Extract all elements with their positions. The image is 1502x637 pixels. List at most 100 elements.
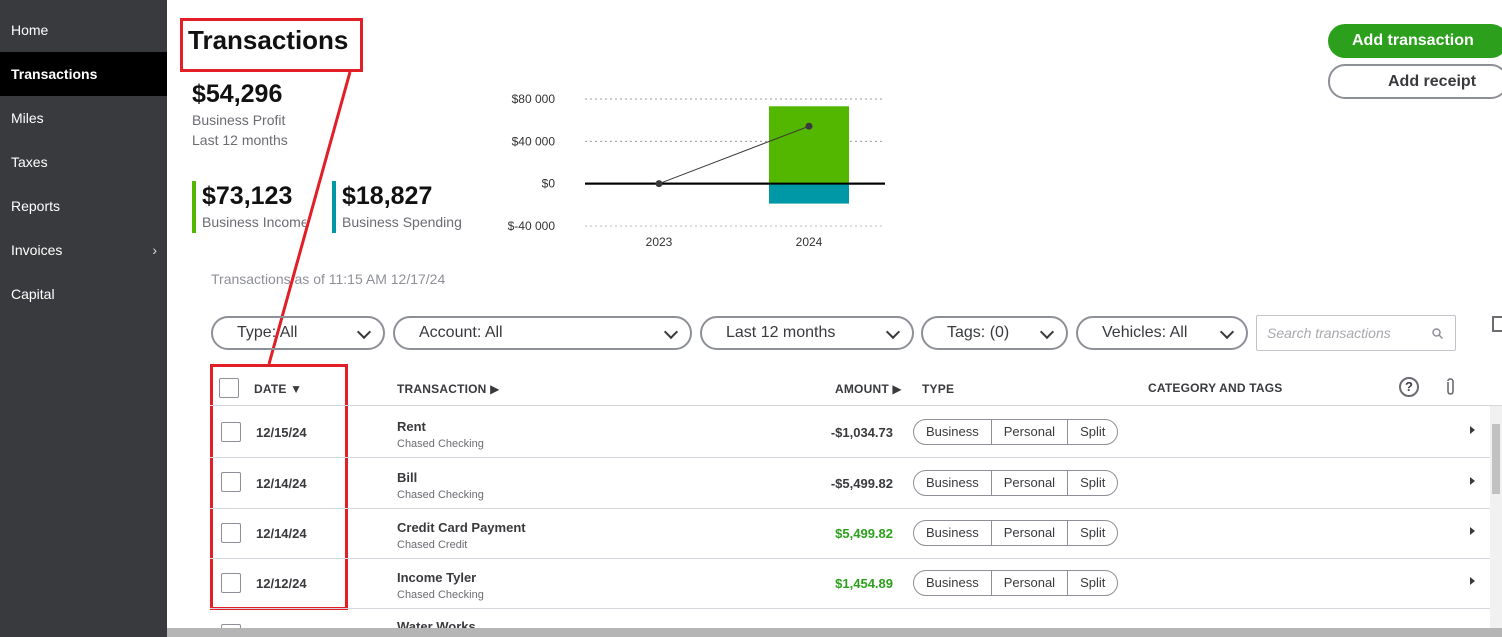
chevron-down-icon <box>885 324 901 340</box>
amount-header-label: AMOUNT <box>835 382 889 396</box>
profit-trend-line <box>658 125 810 185</box>
x-tick-label: 2024 <box>796 235 823 249</box>
row-amount: -$5,499.82 <box>830 476 893 491</box>
type-selector[interactable]: Business Personal Split <box>913 570 1119 596</box>
type-selector[interactable]: Business Personal Split <box>913 470 1119 496</box>
vehicles-filter[interactable]: Vehicles: All <box>1076 316 1248 350</box>
sidebar-item-label: Miles <box>11 110 44 126</box>
type-personal-option[interactable]: Personal <box>992 420 1069 444</box>
type-personal-option[interactable]: Personal <box>992 571 1069 595</box>
table-row[interactable]: 12/14/24 Credit Card Payment Chased Cred… <box>210 508 1502 559</box>
type-business-option[interactable]: Business <box>914 471 992 495</box>
type-personal-option[interactable]: Personal <box>992 471 1069 495</box>
period-filter[interactable]: Last 12 months <box>700 316 914 350</box>
sort-desc-icon: ▼ <box>290 382 303 396</box>
transaction-column-header[interactable]: TRANSACTION ▶ <box>397 382 500 396</box>
type-filter-label: Type: All <box>237 324 298 341</box>
profit-value: $54,296 <box>192 80 283 108</box>
sidebar-item-capital[interactable]: Capital <box>0 272 167 316</box>
row-checkbox[interactable] <box>221 573 241 593</box>
type-split-option[interactable]: Split <box>1080 575 1106 590</box>
row-checkbox[interactable] <box>221 472 241 492</box>
row-expand-icon[interactable] <box>1470 426 1475 434</box>
export-icon[interactable] <box>1492 316 1502 332</box>
row-checkbox[interactable] <box>221 422 241 442</box>
search-placeholder: Search transactions <box>1267 325 1391 341</box>
spending-indicator <box>332 181 336 233</box>
row-expand-icon[interactable] <box>1470 577 1475 585</box>
tags-filter[interactable]: Tags: (0) <box>921 316 1068 350</box>
sidebar-item-transactions[interactable]: Transactions <box>0 52 167 96</box>
table-row[interactable]: Water Works <box>210 609 1502 628</box>
row-account: Chased Checking <box>397 589 484 601</box>
sidebar-item-taxes[interactable]: Taxes <box>0 140 167 184</box>
sidebar-item-reports[interactable]: Reports <box>0 184 167 228</box>
select-all-checkbox[interactable] <box>219 378 239 398</box>
y-tick-label: $40 000 <box>512 134 556 148</box>
attachment-icon[interactable] <box>1444 378 1456 396</box>
sidebar-item-label: Invoices <box>11 242 63 258</box>
income-value: $73,123 <box>202 182 293 210</box>
row-amount: -$1,034.73 <box>830 425 893 440</box>
type-split-option[interactable]: Split <box>1080 475 1106 490</box>
spending-label: Business Spending <box>342 214 462 230</box>
type-split-option[interactable]: Split <box>1080 424 1106 439</box>
type-personal-option[interactable]: Personal <box>992 521 1069 545</box>
income-label: Business Income <box>202 214 306 230</box>
row-checkbox[interactable] <box>221 523 241 543</box>
sidebar-item-invoices[interactable]: Invoices › <box>0 228 167 272</box>
row-date: 12/15/24 <box>256 425 307 440</box>
type-selector[interactable]: Business Personal Split <box>913 520 1119 546</box>
row-amount: $5,499.82 <box>835 526 893 541</box>
chevron-down-icon <box>1219 324 1235 340</box>
row-transaction-name: Rent <box>397 419 426 434</box>
tags-filter-label: Tags: (0) <box>947 324 1010 341</box>
add-transaction-button[interactable]: Add transaction <box>1328 24 1502 58</box>
sidebar: Home Transactions Miles Taxes Reports In… <box>0 0 167 637</box>
type-split-option[interactable]: Split <box>1080 525 1106 540</box>
row-transaction-name: Bill <box>397 470 418 485</box>
sidebar-item-label: Home <box>11 22 49 38</box>
sidebar-item-miles[interactable]: Miles <box>0 96 167 140</box>
scrollbar-thumb[interactable] <box>1492 424 1500 494</box>
row-account: Chased Checking <box>397 438 484 450</box>
type-business-option[interactable]: Business <box>914 571 992 595</box>
type-filter[interactable]: Type: All <box>211 316 385 350</box>
transaction-header-label: TRANSACTION <box>397 382 487 396</box>
type-selector[interactable]: Business Personal Split <box>913 419 1119 445</box>
add-receipt-button[interactable]: Add receipt <box>1328 64 1502 99</box>
sidebar-item-label: Transactions <box>11 66 98 82</box>
spending-value: $18,827 <box>342 182 433 210</box>
table-row[interactable]: 12/14/24 Bill Chased Checking -$5,499.82… <box>210 458 1502 509</box>
row-account: Chased Credit <box>397 539 468 551</box>
y-tick-label: $-40 000 <box>508 219 556 233</box>
income-indicator <box>192 181 196 233</box>
y-tick-label: $80 000 <box>512 92 556 106</box>
row-checkbox[interactable] <box>221 624 241 628</box>
row-date: 12/14/24 <box>256 476 307 491</box>
sidebar-bottom <box>0 628 167 637</box>
date-column-header[interactable]: DATE ▼ <box>254 382 302 396</box>
sidebar-item-home[interactable]: Home <box>0 8 167 52</box>
date-header-label: DATE <box>254 382 287 396</box>
horizontal-scrollbar[interactable] <box>0 628 1502 637</box>
account-filter-label: Account: All <box>419 324 503 341</box>
chevron-right-icon: › <box>152 242 157 258</box>
help-icon[interactable]: ? <box>1399 377 1419 397</box>
table-row[interactable]: 12/12/24 Income Tyler Chased Checking $1… <box>210 558 1502 609</box>
type-business-option[interactable]: Business <box>914 521 992 545</box>
page-title: Transactions <box>188 25 349 55</box>
category-column-header: CATEGORY AND TAGS <box>1148 381 1283 395</box>
row-date: 12/12/24 <box>256 576 307 591</box>
type-business-option[interactable]: Business <box>914 420 992 444</box>
table-row[interactable]: 12/15/24 Rent Chased Checking -$1,034.73… <box>210 407 1502 458</box>
chevron-down-icon <box>1039 324 1055 340</box>
amount-column-header[interactable]: AMOUNT ▶ <box>835 382 902 396</box>
profit-label: Business Profit <box>192 112 286 128</box>
y-tick-label: $0 <box>542 177 556 191</box>
row-expand-icon[interactable] <box>1470 477 1475 485</box>
row-transaction-name: Water Works <box>397 619 476 628</box>
account-filter[interactable]: Account: All <box>393 316 692 350</box>
search-input[interactable]: Search transactions <box>1256 315 1456 351</box>
row-expand-icon[interactable] <box>1470 527 1475 535</box>
